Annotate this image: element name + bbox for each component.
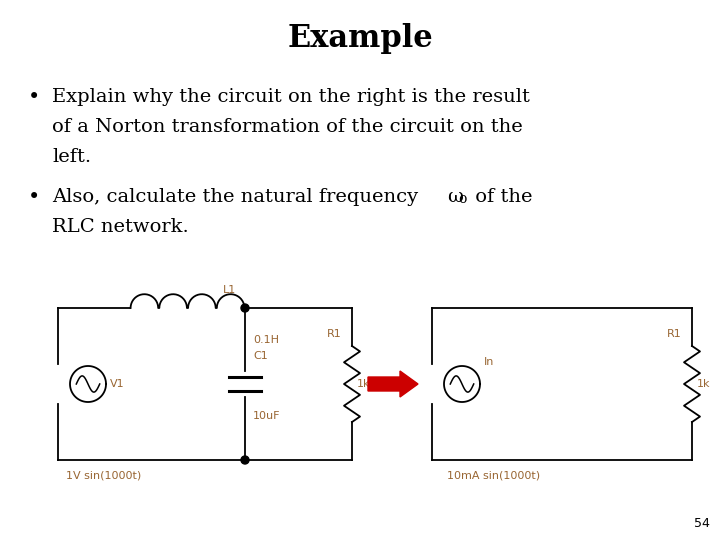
Text: 10uF: 10uF: [253, 411, 281, 421]
Text: R1: R1: [327, 329, 341, 339]
Text: •: •: [28, 188, 40, 207]
Text: left.: left.: [52, 148, 91, 166]
Text: ω: ω: [447, 188, 463, 206]
Text: R1: R1: [667, 329, 681, 339]
Circle shape: [241, 456, 249, 464]
Text: of the: of the: [469, 188, 533, 206]
Text: of a Norton transformation of the circuit on the: of a Norton transformation of the circui…: [52, 118, 523, 136]
Text: Also, calculate the natural frequency: Also, calculate the natural frequency: [52, 188, 424, 206]
FancyArrow shape: [368, 371, 418, 397]
Text: •: •: [28, 88, 40, 107]
Text: 10mA sin(1000t): 10mA sin(1000t): [447, 471, 540, 481]
Text: RLC network.: RLC network.: [52, 218, 189, 236]
Text: 0.1H: 0.1H: [253, 335, 279, 345]
Text: Explain why the circuit on the right is the result: Explain why the circuit on the right is …: [52, 88, 530, 106]
Text: 1k: 1k: [357, 379, 371, 389]
Text: Example: Example: [287, 23, 433, 53]
Text: In: In: [484, 357, 495, 367]
Text: V1: V1: [110, 379, 125, 389]
Circle shape: [241, 304, 249, 312]
Text: 1V sin(1000t): 1V sin(1000t): [66, 471, 141, 481]
Text: 1k: 1k: [697, 379, 711, 389]
Text: 54: 54: [694, 517, 710, 530]
Text: C1: C1: [253, 351, 268, 361]
Text: o: o: [458, 192, 467, 206]
Text: L1: L1: [223, 285, 237, 295]
